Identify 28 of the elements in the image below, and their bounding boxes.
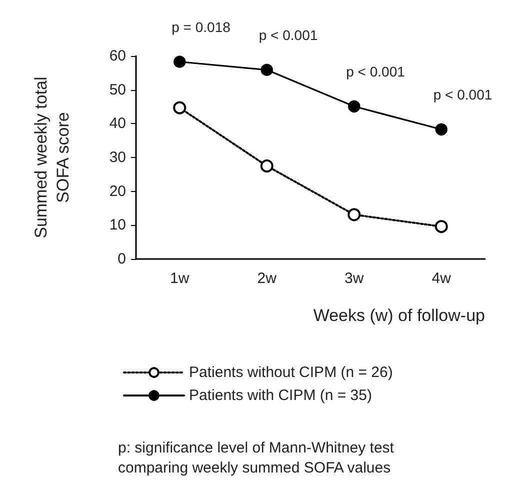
y-tick-label: 30 [109, 149, 126, 166]
point [435, 123, 448, 136]
y-tick-label: 50 [109, 81, 126, 98]
x-tick-label: 2w [257, 270, 277, 287]
legend-label: Patients with CIPM (n = 35) [189, 387, 372, 404]
point [348, 100, 360, 113]
text: p: significance level of Mann-Whitney test comparing weekly summed SOFA values [118, 440, 395, 476]
point [174, 56, 186, 68]
y-tick-label: 10 [109, 216, 126, 234]
y-tick-label: 20 [109, 182, 126, 200]
x-axis-title: Weeks (w) of follow-up [313, 306, 485, 325]
point [348, 208, 361, 222]
x-tick-label: 1w [170, 270, 190, 287]
y-tick-label: 60 [109, 48, 126, 64]
annotation: p < 0.001 [433, 86, 492, 102]
legend-label: Patients without CIPM (n = 26) [189, 364, 393, 381]
text: p < 0.001 [258, 26, 318, 43]
point [260, 159, 274, 172]
y-tick-label: 40 [109, 115, 126, 132]
y-tick-label: 0 [118, 250, 126, 268]
point [173, 101, 186, 114]
text: p = 0.018 [172, 18, 231, 35]
y-axis-title: Summed weekly total SOFA score [32, 76, 72, 238]
x-tick-label: 3w [344, 270, 364, 287]
x-tick-label: 4w [432, 270, 452, 287]
annotation: p < 0.001 [346, 63, 406, 80]
point [434, 220, 448, 234]
point [260, 64, 273, 76]
